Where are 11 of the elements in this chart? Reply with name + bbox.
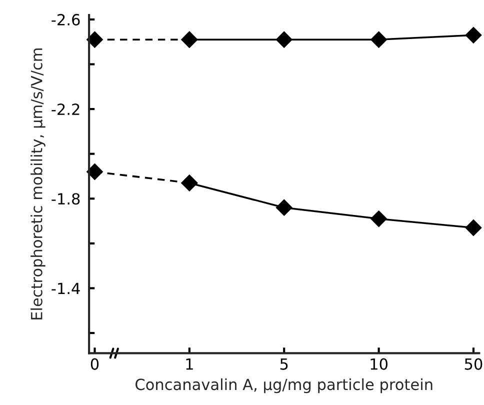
y-tick-label: -1.4: [52, 282, 80, 294]
x-tick-label: 50: [464, 358, 482, 370]
x-tick-label: 10: [370, 358, 388, 370]
x-tick-label: 1: [186, 358, 193, 370]
y-tick-label: -2.6: [52, 14, 80, 26]
y-tick-label: -2.2: [52, 104, 80, 115]
x-tick-label: 0: [90, 358, 99, 370]
x-tick-label: 5: [280, 358, 288, 370]
x-axis-title: Concanavalin A, μg/mg particle protein: [136, 378, 432, 394]
y-axis-title: Electrophoretic mobility, μm/s/V/cm: [30, 48, 46, 320]
y-tick-label: -1.8: [52, 193, 80, 205]
